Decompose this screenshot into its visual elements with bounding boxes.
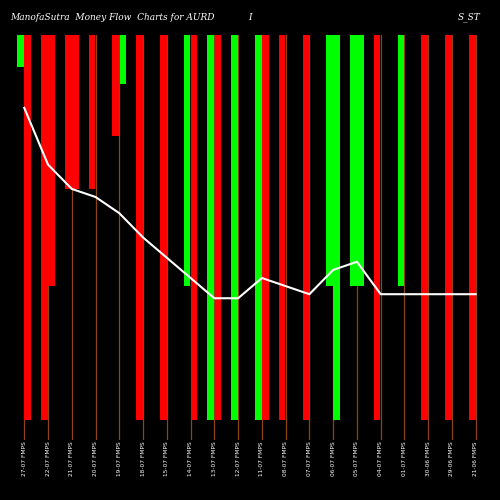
Bar [191, 35, 198, 419]
Bar [136, 35, 143, 419]
Bar [41, 35, 48, 419]
Text: S_ST: S_ST [457, 12, 480, 22]
Bar [231, 35, 238, 419]
Bar [469, 35, 476, 419]
Bar [422, 35, 428, 419]
Bar [214, 35, 221, 419]
Bar [65, 35, 71, 189]
Bar [184, 35, 190, 286]
Bar [326, 35, 333, 286]
Text: ManofaSutra  Money Flow  Charts for AURD: ManofaSutra Money Flow Charts for AURD [10, 12, 214, 22]
Bar [18, 35, 24, 68]
Bar [279, 35, 285, 419]
Bar [262, 35, 269, 419]
Bar [398, 35, 404, 286]
Bar [357, 35, 364, 286]
Bar [48, 35, 55, 286]
Bar [72, 35, 78, 189]
Bar [24, 35, 31, 419]
Bar [374, 35, 380, 419]
Text: I: I [248, 12, 252, 22]
Bar [350, 35, 356, 286]
Bar [88, 35, 96, 189]
Bar [445, 35, 452, 419]
Bar [160, 35, 166, 419]
Bar [208, 35, 214, 419]
Bar [112, 35, 119, 136]
Bar [255, 35, 262, 419]
Bar [302, 35, 309, 419]
Bar [334, 35, 340, 419]
Bar [120, 35, 126, 84]
